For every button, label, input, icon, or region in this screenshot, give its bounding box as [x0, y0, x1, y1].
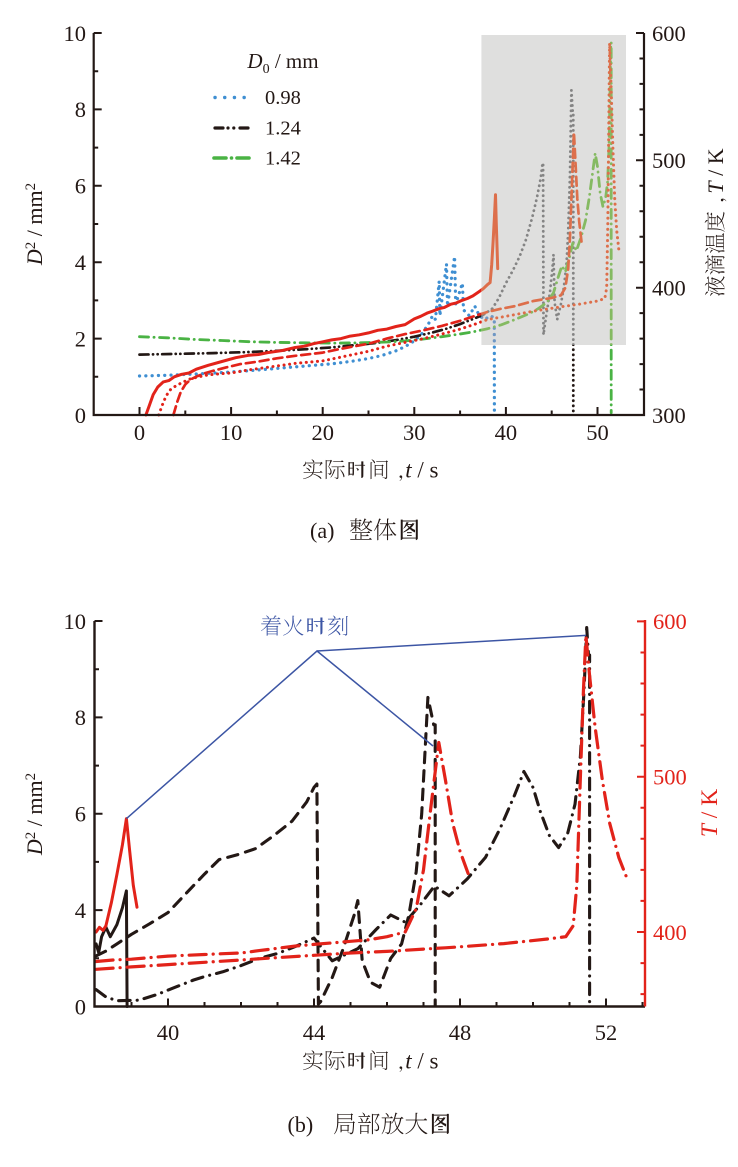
svg-text:D2 / mm2: D2 / mm2: [22, 773, 47, 856]
svg-text:T / K: T / K: [703, 148, 728, 193]
svg-text:300: 300: [652, 403, 686, 428]
svg-text:30: 30: [403, 420, 426, 445]
svg-text:500: 500: [653, 765, 687, 790]
svg-text:10: 10: [64, 21, 87, 46]
svg-text:0.98: 0.98: [265, 87, 301, 109]
svg-text:t / s: t / s: [405, 1049, 438, 1074]
svg-text:500: 500: [652, 148, 686, 173]
svg-text:10: 10: [64, 609, 87, 634]
svg-text:44: 44: [303, 1020, 326, 1045]
svg-text:8: 8: [75, 705, 86, 730]
svg-text:T / K: T / K: [697, 789, 723, 837]
svg-text:10: 10: [220, 420, 243, 445]
svg-text:0: 0: [75, 994, 86, 1019]
svg-text:1.42: 1.42: [265, 148, 301, 170]
svg-text:D0 / mm: D0 / mm: [246, 49, 318, 77]
svg-text:600: 600: [652, 21, 686, 46]
svg-text:1.24: 1.24: [265, 118, 301, 140]
svg-text:4: 4: [75, 898, 86, 923]
svg-text:(b): (b): [288, 1112, 314, 1137]
svg-text:20: 20: [311, 420, 334, 445]
svg-text:48: 48: [449, 1020, 472, 1045]
svg-text:6: 6: [75, 802, 86, 827]
svg-text:8: 8: [75, 97, 86, 122]
svg-text:0: 0: [134, 420, 145, 445]
svg-text:2: 2: [75, 326, 86, 351]
svg-text:600: 600: [653, 609, 687, 634]
svg-text:400: 400: [653, 920, 687, 945]
svg-text:40: 40: [495, 420, 518, 445]
svg-text:6: 6: [75, 174, 86, 199]
svg-text:4: 4: [75, 250, 86, 275]
svg-text:400: 400: [652, 275, 686, 300]
svg-text:50: 50: [586, 420, 609, 445]
svg-text:40: 40: [157, 1020, 180, 1045]
svg-text:52: 52: [595, 1020, 618, 1045]
svg-text:0: 0: [75, 403, 86, 428]
svg-text:D2 / mm2: D2 / mm2: [22, 183, 47, 266]
svg-text:t / s: t / s: [405, 458, 438, 483]
svg-text:(a): (a): [310, 518, 334, 543]
